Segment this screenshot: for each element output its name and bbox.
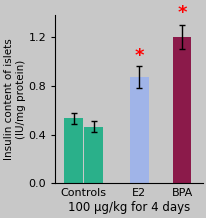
Text: *: * [177, 4, 186, 22]
Y-axis label: Insulin content of islets
(IU/mg protein): Insulin content of islets (IU/mg protein… [4, 38, 26, 160]
X-axis label: 100 μg/kg for 4 days: 100 μg/kg for 4 days [68, 201, 189, 214]
Text: *: * [134, 47, 143, 65]
Bar [172, 37, 191, 183]
Bar [84, 127, 102, 183]
Bar [64, 118, 82, 183]
Bar [130, 77, 148, 183]
